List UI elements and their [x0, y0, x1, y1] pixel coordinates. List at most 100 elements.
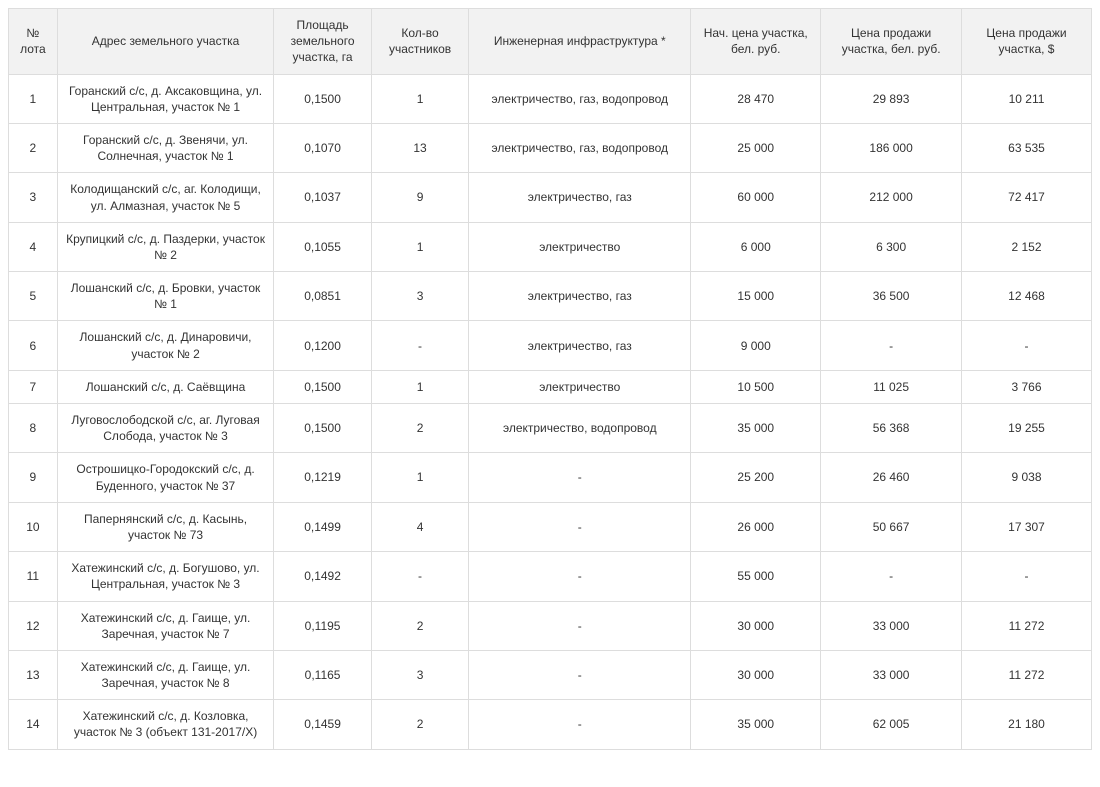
col-sale-price-usd: Цена продажи участка, $ — [962, 9, 1092, 75]
table-cell: 0,1500 — [274, 74, 371, 123]
table-cell: 26 460 — [821, 453, 962, 502]
table-cell: 8 — [9, 404, 58, 453]
table-cell: 3 — [9, 173, 58, 222]
table-cell: 0,1165 — [274, 650, 371, 699]
table-cell: - — [469, 552, 691, 601]
table-cell: 14 — [9, 700, 58, 749]
table-cell: 36 500 — [821, 272, 962, 321]
table-cell: 17 307 — [962, 502, 1092, 551]
table-cell: 0,1459 — [274, 700, 371, 749]
table-cell: - — [469, 650, 691, 699]
table-row: 5Лошанский с/с, д. Бровки, участок № 10,… — [9, 272, 1092, 321]
table-cell: 33 000 — [821, 601, 962, 650]
table-cell: 12 468 — [962, 272, 1092, 321]
table-cell: Острошицко-Городокский с/с, д. Буденного… — [57, 453, 274, 502]
table-row: 8Луговослободской с/с, аг. Луговая Слобо… — [9, 404, 1092, 453]
col-lot-number: № лота — [9, 9, 58, 75]
table-cell: 3 — [371, 650, 468, 699]
table-row: 14Хатежинский с/с, д. Козловка, участок … — [9, 700, 1092, 749]
table-cell: электричество, водопровод — [469, 404, 691, 453]
table-cell: 2 — [371, 700, 468, 749]
table-cell: 0,1500 — [274, 404, 371, 453]
table-cell: 25 200 — [691, 453, 821, 502]
table-cell: 21 180 — [962, 700, 1092, 749]
table-cell: 63 535 — [962, 123, 1092, 172]
table-cell: 15 000 — [691, 272, 821, 321]
table-cell: 0,1492 — [274, 552, 371, 601]
table-body: 1Горанский с/с, д. Аксаковщина, ул. Цент… — [9, 74, 1092, 749]
table-cell: Лошанский с/с, д. Динаровичи, участок № … — [57, 321, 274, 370]
table-cell: 9 000 — [691, 321, 821, 370]
table-cell: электричество, газ, водопровод — [469, 74, 691, 123]
table-cell: 0,1500 — [274, 370, 371, 403]
table-cell: 13 — [9, 650, 58, 699]
table-cell: 0,0851 — [274, 272, 371, 321]
table-row: 3Колодищанский с/с, аг. Колодищи, ул. Ал… — [9, 173, 1092, 222]
table-cell: 19 255 — [962, 404, 1092, 453]
table-cell: 10 211 — [962, 74, 1092, 123]
table-cell: Крупицкий с/с, д. Паздерки, участок № 2 — [57, 222, 274, 271]
table-cell: 4 — [9, 222, 58, 271]
table-cell: 2 — [371, 601, 468, 650]
table-cell: - — [371, 321, 468, 370]
table-cell: 4 — [371, 502, 468, 551]
land-lots-table: № лота Адрес земельного участка Площадь … — [8, 8, 1092, 750]
table-cell: 30 000 — [691, 601, 821, 650]
table-cell: 60 000 — [691, 173, 821, 222]
table-cell: 55 000 — [691, 552, 821, 601]
table-cell: 1 — [371, 370, 468, 403]
table-header-row: № лота Адрес земельного участка Площадь … — [9, 9, 1092, 75]
table-cell: Папернянский с/с, д. Касынь, участок № 7… — [57, 502, 274, 551]
table-cell: электричество, газ — [469, 173, 691, 222]
table-cell: - — [962, 552, 1092, 601]
col-address: Адрес земельного участка — [57, 9, 274, 75]
col-participants: Кол-во участников — [371, 9, 468, 75]
table-cell: 6 300 — [821, 222, 962, 271]
table-cell: 0,1070 — [274, 123, 371, 172]
table-cell: 30 000 — [691, 650, 821, 699]
table-cell: 0,1219 — [274, 453, 371, 502]
table-cell: электричество, газ — [469, 272, 691, 321]
table-cell: 0,1037 — [274, 173, 371, 222]
col-start-price: Нач. цена участка, бел. руб. — [691, 9, 821, 75]
table-cell: 1 — [9, 74, 58, 123]
table-cell: 62 005 — [821, 700, 962, 749]
table-cell: - — [469, 502, 691, 551]
table-cell: Хатежинский с/с, д. Гаище, ул. Заречная,… — [57, 650, 274, 699]
table-cell: Колодищанский с/с, аг. Колодищи, ул. Алм… — [57, 173, 274, 222]
table-cell: 33 000 — [821, 650, 962, 699]
table-cell: 186 000 — [821, 123, 962, 172]
table-cell: 9 — [9, 453, 58, 502]
table-cell: 3 — [371, 272, 468, 321]
table-cell: 12 — [9, 601, 58, 650]
table-cell: Луговослободской с/с, аг. Луговая Слобод… — [57, 404, 274, 453]
table-cell: 35 000 — [691, 700, 821, 749]
table-cell: 29 893 — [821, 74, 962, 123]
table-cell: 7 — [9, 370, 58, 403]
table-cell: - — [821, 321, 962, 370]
table-cell: электричество, газ, водопровод — [469, 123, 691, 172]
table-cell: 11 025 — [821, 370, 962, 403]
table-cell: - — [469, 453, 691, 502]
table-cell: 0,1499 — [274, 502, 371, 551]
table-cell: электричество — [469, 370, 691, 403]
table-cell: 11 272 — [962, 601, 1092, 650]
table-cell: - — [469, 601, 691, 650]
table-cell: 10 — [9, 502, 58, 551]
table-row: 10Папернянский с/с, д. Касынь, участок №… — [9, 502, 1092, 551]
table-row: 4Крупицкий с/с, д. Паздерки, участок № 2… — [9, 222, 1092, 271]
table-cell: 26 000 — [691, 502, 821, 551]
table-cell: 13 — [371, 123, 468, 172]
table-row: 12Хатежинский с/с, д. Гаище, ул. Заречна… — [9, 601, 1092, 650]
table-cell: 3 766 — [962, 370, 1092, 403]
table-cell: - — [469, 700, 691, 749]
table-row: 7Лошанский с/с, д. Саёвщина0,15001электр… — [9, 370, 1092, 403]
table-cell: 1 — [371, 453, 468, 502]
table-cell: 50 667 — [821, 502, 962, 551]
table-cell: 28 470 — [691, 74, 821, 123]
table-cell: 11 — [9, 552, 58, 601]
table-cell: 72 417 — [962, 173, 1092, 222]
table-cell: 25 000 — [691, 123, 821, 172]
table-cell: 1 — [371, 222, 468, 271]
table-cell: 9 038 — [962, 453, 1092, 502]
